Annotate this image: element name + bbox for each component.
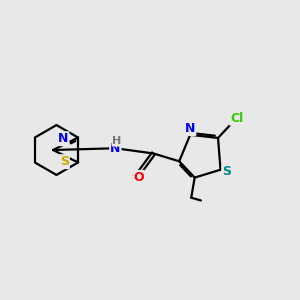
Text: N: N: [185, 122, 195, 135]
Text: H: H: [112, 136, 122, 146]
Text: N: N: [110, 142, 121, 155]
Text: S: S: [222, 165, 231, 178]
Text: Cl: Cl: [230, 112, 243, 125]
Text: O: O: [133, 171, 144, 184]
Text: S: S: [60, 155, 69, 168]
Text: N: N: [58, 132, 68, 145]
